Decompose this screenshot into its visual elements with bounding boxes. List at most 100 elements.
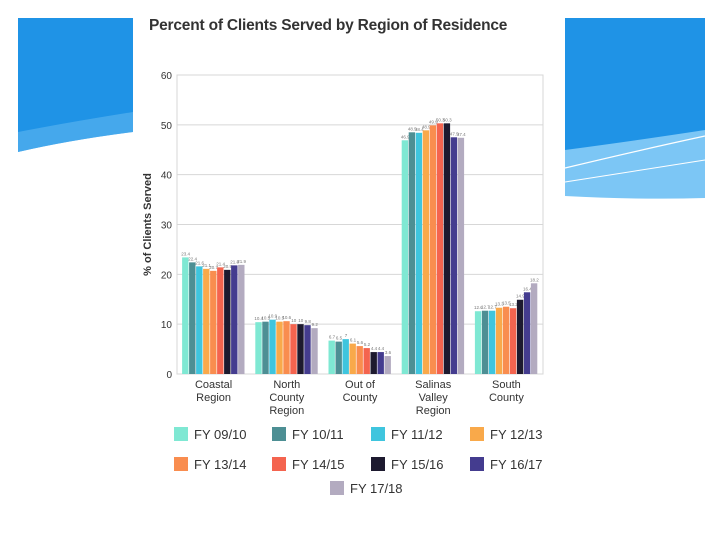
legend-label: FY 16/17 — [490, 457, 543, 472]
legend-swatch — [272, 427, 286, 441]
legend-label: FY 14/15 — [292, 457, 345, 472]
left-wave-light — [18, 112, 133, 152]
bar — [356, 346, 363, 374]
bar — [255, 322, 262, 374]
legend-label: FY 09/10 — [194, 427, 247, 442]
bar — [269, 319, 276, 374]
data-label: 4.4 — [371, 346, 378, 351]
legend-label: FY 17/18 — [350, 481, 403, 496]
bar — [457, 137, 465, 374]
x-tick-label: North County Region — [269, 379, 304, 417]
data-label: 10 — [298, 318, 304, 323]
chart-title: Percent of Clients Served by Region of R… — [149, 17, 508, 34]
legend-swatch — [371, 457, 385, 471]
data-label: 5.6 — [357, 340, 364, 345]
data-label: 18.2 — [530, 277, 539, 282]
legend-label: FY 10/11 — [292, 427, 344, 442]
bar — [363, 348, 370, 374]
data-label: 46.9 — [401, 134, 410, 139]
x-tick-label-line: Out of — [345, 379, 376, 391]
x-tick-label-line: South — [492, 379, 521, 391]
y-tick-label: 50 — [161, 121, 173, 132]
bar — [429, 125, 437, 374]
x-tick-label-line: County — [343, 392, 378, 404]
data-label: 22.4 — [188, 256, 197, 261]
data-label: 14.9 — [516, 294, 525, 299]
data-label: 23.4 — [181, 251, 190, 256]
data-label: 13.5 — [502, 301, 511, 306]
bar — [342, 339, 349, 374]
x-tick-label-line: Salinas — [415, 379, 452, 391]
y-tick-label: 20 — [161, 270, 173, 281]
data-label: 9.2 — [312, 322, 319, 327]
legend-swatch — [272, 457, 286, 471]
data-label: 13.3 — [495, 302, 504, 307]
legend-swatch — [371, 427, 385, 441]
bar — [224, 269, 231, 374]
bar — [210, 270, 217, 374]
legend-swatch — [470, 457, 484, 471]
data-label: 21.4 — [216, 261, 225, 266]
bar — [304, 325, 311, 374]
x-tick-label: Coastal Region — [195, 379, 232, 404]
x-tick-label-line: Region — [416, 405, 451, 417]
y-tick-label: 0 — [166, 370, 172, 381]
data-label: 4.4 — [378, 346, 385, 351]
bar — [349, 343, 356, 374]
data-label: 21.9 — [237, 259, 246, 264]
data-label: 10.5 — [275, 316, 284, 321]
bar — [370, 352, 377, 374]
bar — [203, 268, 210, 374]
legend-swatch — [330, 481, 344, 495]
right-wave-line — [564, 135, 706, 169]
x-tick-label-line: Region — [196, 392, 231, 404]
legend-label: FY 12/13 — [490, 427, 543, 442]
y-tick-label: 60 — [161, 71, 173, 82]
legend-label: FY 11/12 — [391, 427, 443, 442]
bar — [502, 306, 510, 374]
data-label: 12.7 — [481, 305, 490, 310]
bar — [401, 140, 409, 374]
bar — [297, 324, 304, 374]
x-tick-label-line: County — [489, 392, 524, 404]
bar — [262, 321, 269, 374]
bar — [408, 132, 416, 374]
bar — [443, 123, 451, 374]
bar — [481, 310, 489, 374]
bar — [189, 262, 196, 374]
data-label: 10.9 — [268, 314, 277, 319]
bar — [516, 299, 524, 374]
data-label: 48.9 — [422, 124, 431, 129]
data-label: 48.5 — [408, 126, 417, 131]
bar — [182, 257, 189, 374]
bar — [509, 308, 517, 374]
legend-swatch — [174, 427, 188, 441]
data-label: 6.1 — [350, 338, 357, 343]
y-tick-label: 40 — [161, 171, 173, 182]
x-tick-label: Out of County — [343, 379, 378, 404]
x-tick-label: Salinas Valley Region — [415, 379, 452, 417]
legend-label: FY 15/16 — [391, 457, 444, 472]
x-tick-label-line: Region — [269, 405, 304, 417]
legend-swatch — [174, 457, 188, 471]
bar — [276, 321, 283, 374]
bar — [283, 321, 290, 374]
data-label: 20.7 — [209, 265, 218, 270]
data-label: 20.9 — [223, 264, 232, 269]
y-tick-label: 10 — [161, 320, 173, 331]
data-label: 10.6 — [282, 315, 291, 320]
data-label: 10.5 — [261, 316, 270, 321]
data-label: 50.3 — [436, 117, 445, 122]
data-label: 16.4 — [523, 286, 532, 291]
data-label: 7 — [345, 333, 348, 338]
data-label: 9.8 — [305, 319, 312, 324]
bar — [488, 310, 496, 374]
data-label: 5.2 — [364, 342, 371, 347]
bar — [328, 340, 335, 374]
bar — [377, 352, 384, 374]
data-label: 50.3 — [443, 117, 452, 122]
bar — [523, 292, 531, 374]
y-tick-label: 30 — [161, 221, 173, 232]
bar — [238, 264, 245, 374]
